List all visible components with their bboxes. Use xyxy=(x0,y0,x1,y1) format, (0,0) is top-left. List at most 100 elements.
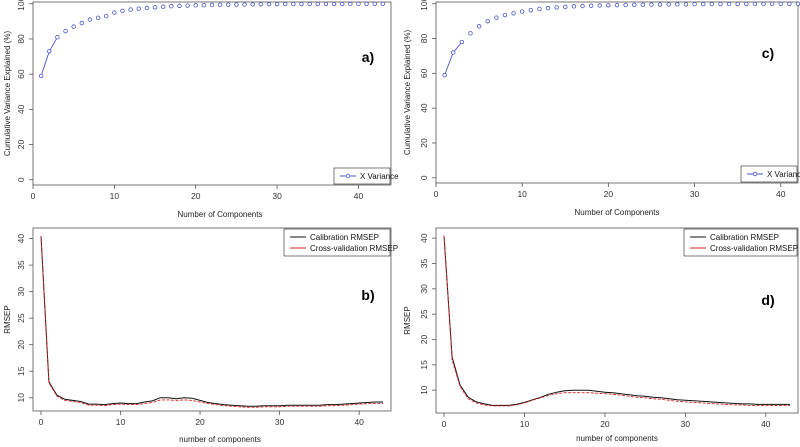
data-point xyxy=(307,1,312,7)
data-point xyxy=(144,5,150,11)
legend-box xyxy=(683,228,798,257)
legend: X Variance xyxy=(740,165,800,183)
legend-label: Cross-validation RMSEP xyxy=(310,244,398,253)
data-point xyxy=(193,3,198,8)
x-tick-label: 30 xyxy=(272,191,282,201)
data-point xyxy=(649,2,654,7)
x-tick-label: 30 xyxy=(690,189,700,199)
data-point xyxy=(136,6,141,11)
data-point xyxy=(217,2,223,8)
y-tick-label: 100 xyxy=(419,0,429,11)
y-tick-label: 30 xyxy=(16,287,26,297)
y-tick-label: 25 xyxy=(419,309,429,319)
data-point xyxy=(752,1,758,7)
data-point xyxy=(683,2,689,7)
data-point xyxy=(675,2,680,7)
data-point xyxy=(315,1,320,7)
data-point xyxy=(258,2,264,7)
x-tick-label: 20 xyxy=(604,189,614,199)
data-point xyxy=(250,2,255,7)
panel-label: a) xyxy=(362,49,374,65)
data-point xyxy=(364,1,369,7)
data-point xyxy=(528,7,534,13)
y-tick-label: 15 xyxy=(16,366,26,376)
plot-frame xyxy=(435,1,799,184)
y-tick-label: 40 xyxy=(419,103,429,113)
y-tick-label: 60 xyxy=(419,68,429,78)
data-point xyxy=(623,2,628,8)
data-point xyxy=(700,1,706,7)
x-tick-label: 40 xyxy=(354,417,364,427)
data-point xyxy=(494,15,499,20)
legend-marker xyxy=(752,171,758,177)
x-tick-label: 0 xyxy=(39,417,44,427)
data-point xyxy=(657,2,663,7)
x-tick-label: 0 xyxy=(434,189,439,199)
x-tick-label: 40 xyxy=(776,189,786,199)
legend: Calibration RMSEP Cross-validation RMSEP xyxy=(683,228,798,257)
legend-box xyxy=(283,228,391,257)
x-axis-title: number of components xyxy=(576,434,658,443)
data-point xyxy=(451,50,456,55)
data-point xyxy=(372,1,377,6)
data-point xyxy=(331,1,337,7)
data-point xyxy=(468,31,473,36)
data-point xyxy=(112,10,117,15)
y-tick-label: 10 xyxy=(16,393,26,403)
x-tick-label: 20 xyxy=(195,417,205,427)
data-point xyxy=(580,3,585,9)
legend-marker xyxy=(345,173,351,179)
y-tick-label: 0 xyxy=(419,175,429,180)
data-point xyxy=(761,1,766,7)
data-point xyxy=(291,1,296,7)
y-tick-label: 20 xyxy=(419,335,429,345)
x-tick-label: 10 xyxy=(116,417,126,427)
chart-panel-3: 0 10 20 30 40 10 15 20 25 30 35 40 number of compone… xyxy=(3,227,398,444)
x-tick-label: 20 xyxy=(600,419,610,429)
data-point xyxy=(502,12,508,18)
data-point xyxy=(666,2,671,7)
x-tick-label: 30 xyxy=(275,417,285,427)
data-point xyxy=(597,3,602,8)
data-point xyxy=(339,1,345,7)
x-axis-title: number of components xyxy=(179,435,261,444)
data-point xyxy=(55,34,60,40)
x-axis-title: Number of Components xyxy=(178,210,263,219)
panel-label: b) xyxy=(361,287,374,303)
legend-box xyxy=(333,167,391,185)
x-tick-label: 10 xyxy=(110,191,120,201)
y-tick-label: 25 xyxy=(16,313,26,323)
data-point xyxy=(169,4,174,9)
y-tick-label: 80 xyxy=(16,34,26,44)
series-line xyxy=(40,36,58,77)
data-point xyxy=(104,13,109,19)
data-point xyxy=(47,49,52,54)
data-point xyxy=(209,2,215,8)
x-tick-label: 20 xyxy=(191,191,201,201)
data-point xyxy=(735,1,740,7)
x-tick-label: 40 xyxy=(354,191,364,201)
data-point xyxy=(160,4,166,9)
data-point xyxy=(632,2,637,7)
y-axis-title: Cumulative Variance Explained (%) xyxy=(403,30,412,156)
plot-frame xyxy=(32,227,392,412)
data-point xyxy=(571,4,577,9)
legend-label: Cross-validation RMSEP xyxy=(710,244,798,253)
x-tick-label: 10 xyxy=(517,189,527,199)
x-tick-label: 0 xyxy=(442,419,447,429)
legend: Calibration RMSEP Cross-validation RMSEP xyxy=(283,228,398,257)
y-tick-label: 20 xyxy=(419,138,429,148)
data-point xyxy=(476,24,482,29)
data-point xyxy=(787,1,792,6)
data-point xyxy=(87,17,93,22)
data-point xyxy=(128,7,133,12)
y-tick-label: 100 xyxy=(16,0,26,11)
data-point xyxy=(459,39,465,45)
y-tick-label: 10 xyxy=(419,385,429,395)
data-point xyxy=(185,3,190,8)
data-point xyxy=(744,1,749,7)
x-tick-label: 0 xyxy=(31,191,36,201)
chart-panel-4: 0 10 20 30 40 10 15 20 25 30 35 40 number of compone… xyxy=(403,227,799,443)
data-point xyxy=(614,2,620,8)
data-point xyxy=(71,24,76,29)
